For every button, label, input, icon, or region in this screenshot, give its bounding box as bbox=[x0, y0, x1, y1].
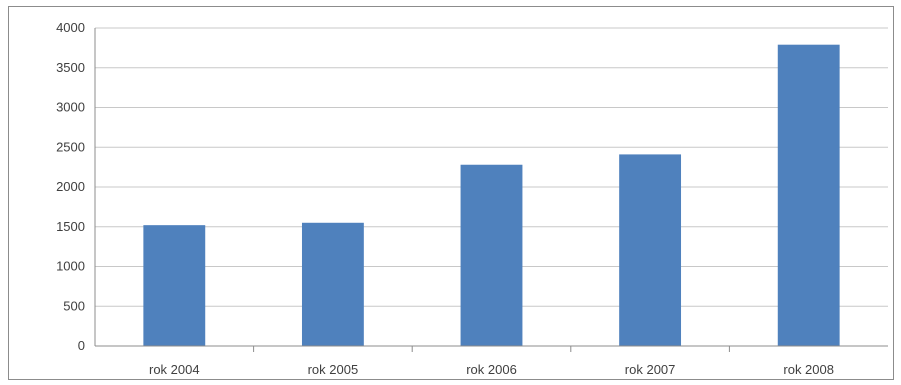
y-tick-label: 4000 bbox=[56, 20, 85, 35]
x-tick-label: rok 2006 bbox=[466, 362, 517, 377]
y-tick-label: 1500 bbox=[56, 219, 85, 234]
y-tick-label: 3500 bbox=[56, 60, 85, 75]
y-tick-label: 3000 bbox=[56, 100, 85, 115]
y-axis-tick-labels: 0 500 1000 1500 2000 2500 3000 3500 4000 bbox=[56, 20, 85, 353]
grid-lines bbox=[95, 27, 888, 307]
x-tick-label: rok 2005 bbox=[308, 362, 359, 377]
bar-rok-2006 bbox=[460, 164, 523, 346]
x-tick-label: rok 2004 bbox=[149, 362, 200, 377]
bars bbox=[143, 44, 840, 346]
y-tick-label: 2000 bbox=[56, 179, 85, 194]
bar-rok-2005 bbox=[301, 222, 364, 346]
y-tick-label: 500 bbox=[63, 298, 85, 313]
x-tick-label: rok 2007 bbox=[625, 362, 676, 377]
y-tick-label: 0 bbox=[78, 338, 85, 353]
y-tick-label: 2500 bbox=[56, 139, 85, 154]
x-tick-label: rok 2008 bbox=[783, 362, 834, 377]
bar-rok-2007 bbox=[619, 154, 682, 346]
y-tick-label: 1000 bbox=[56, 259, 85, 274]
bar-rok-2004 bbox=[143, 225, 206, 346]
bar-rok-2008 bbox=[777, 44, 840, 346]
x-axis-tick-labels: rok 2004 rok 2005 rok 2006 rok 2007 rok 2008 bbox=[149, 346, 834, 377]
